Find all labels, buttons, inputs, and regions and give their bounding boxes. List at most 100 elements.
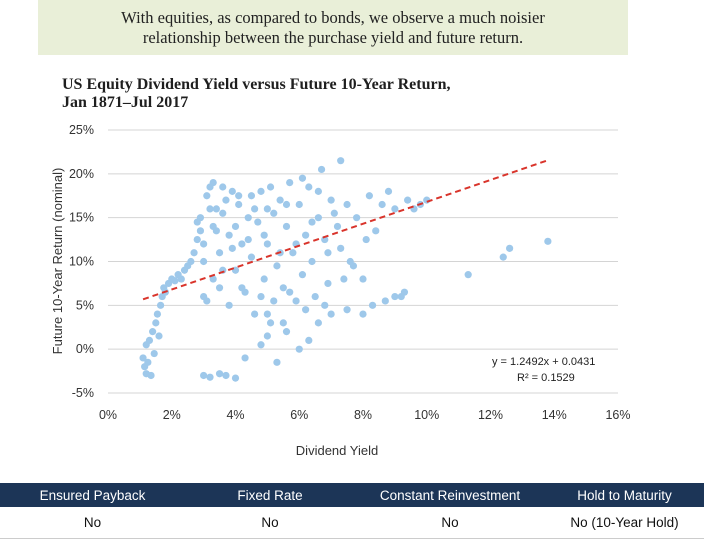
data-point xyxy=(156,301,165,309)
data-point xyxy=(273,262,281,270)
data-point xyxy=(337,157,345,165)
data-point xyxy=(302,231,310,239)
data-point xyxy=(257,341,265,349)
y-tick-label: 20% xyxy=(69,167,94,181)
header-hold-to-maturity: Hold to Maturity xyxy=(577,487,672,503)
y-tick-label: 5% xyxy=(76,298,94,312)
data-point xyxy=(206,373,214,381)
caption-line-1: With equities, as compared to bonds, we … xyxy=(121,7,545,27)
data-point xyxy=(149,328,157,336)
data-point xyxy=(308,218,316,226)
data-point xyxy=(263,240,271,248)
data-point xyxy=(257,187,265,195)
data-point xyxy=(257,292,265,301)
data-point xyxy=(279,319,287,327)
data-point xyxy=(353,214,361,222)
data-point xyxy=(372,227,380,235)
data-point xyxy=(273,358,281,366)
data-point xyxy=(241,354,249,362)
data-point xyxy=(196,214,205,222)
data-point xyxy=(144,358,152,366)
data-point xyxy=(244,214,252,222)
data-point xyxy=(314,319,322,327)
data-point xyxy=(235,200,243,209)
y-axis-ticks: -5% 0% 5% 10% 15% 20% 25% xyxy=(69,123,94,400)
data-point xyxy=(266,319,275,327)
data-point xyxy=(270,297,278,305)
data-point xyxy=(238,240,246,248)
data-point xyxy=(464,271,472,279)
data-point xyxy=(359,275,367,283)
data-point xyxy=(289,249,297,257)
data-point xyxy=(302,306,310,314)
data-point xyxy=(330,209,338,217)
data-point xyxy=(327,196,335,204)
data-point xyxy=(153,310,162,318)
data-point xyxy=(200,371,208,380)
data-point xyxy=(152,319,160,327)
caption-text: With equities, as compared to bonds, we … xyxy=(98,8,568,48)
data-point xyxy=(222,196,230,204)
data-point xyxy=(295,200,303,209)
data-point xyxy=(324,279,332,288)
data-point xyxy=(247,253,256,261)
x-tick-label: 10% xyxy=(414,408,439,422)
data-point xyxy=(365,192,373,200)
data-point xyxy=(215,249,224,257)
data-point xyxy=(317,165,326,174)
x-axis-ticks: 0% 2% 4% 6% 8% 10% 12% 14% 16% xyxy=(99,408,631,422)
data-point xyxy=(276,196,284,204)
comparison-table-row: No No No No (10-Year Hold) xyxy=(0,507,704,539)
data-point xyxy=(212,227,220,235)
data-point xyxy=(337,244,345,252)
x-tick-label: 16% xyxy=(605,408,630,422)
caption-banner: With equities, as compared to bonds, we … xyxy=(38,0,628,55)
data-point xyxy=(295,345,303,353)
data-point xyxy=(206,205,214,213)
data-point xyxy=(292,297,300,305)
data-point xyxy=(266,183,275,191)
data-point xyxy=(279,284,287,292)
data-point xyxy=(231,222,240,231)
data-point xyxy=(260,275,268,283)
data-point xyxy=(219,183,227,191)
x-tick-label: 12% xyxy=(478,408,503,422)
data-point xyxy=(324,249,332,257)
data-point xyxy=(349,262,358,270)
data-point xyxy=(327,310,335,318)
scatter-chart: -5% 0% 5% 10% 15% 20% 25% 0% 2% 4% 6% 8% 10% 12% 14% 1… xyxy=(50,123,631,458)
data-point xyxy=(209,179,217,187)
data-point xyxy=(203,192,211,200)
y-tick-label: 10% xyxy=(69,255,94,269)
x-tick-label: 4% xyxy=(226,408,244,422)
data-point xyxy=(251,310,259,318)
data-point xyxy=(391,205,399,213)
data-point xyxy=(225,231,233,239)
y-tick-label: 15% xyxy=(69,211,94,225)
data-point xyxy=(251,205,259,213)
data-point xyxy=(228,187,236,195)
x-tick-label: 0% xyxy=(99,408,117,422)
data-point xyxy=(298,271,307,279)
data-point xyxy=(247,192,256,200)
data-point xyxy=(340,275,348,283)
data-point xyxy=(286,288,294,296)
caption-line-2: relationship between the purchase yield … xyxy=(142,27,524,47)
data-point xyxy=(270,209,278,217)
data-point xyxy=(139,354,147,362)
data-point xyxy=(343,200,351,209)
x-axis-title: Dividend Yield xyxy=(296,443,378,458)
data-point xyxy=(150,349,158,358)
header-constant-reinvestment: Constant Reinvestment xyxy=(379,487,521,503)
data-point xyxy=(499,253,507,261)
x-tick-label: 2% xyxy=(163,408,181,422)
data-point xyxy=(222,371,230,380)
r-squared: R² = 0.1529 xyxy=(517,372,575,384)
data-point xyxy=(171,277,179,285)
y-tick-label: -5% xyxy=(72,386,94,400)
data-point xyxy=(384,187,393,195)
data-point xyxy=(314,214,322,222)
x-tick-label: 6% xyxy=(290,408,308,422)
comparison-table-header: Ensured Payback Fixed Rate Constant Rein… xyxy=(0,483,704,507)
data-point xyxy=(404,196,412,204)
